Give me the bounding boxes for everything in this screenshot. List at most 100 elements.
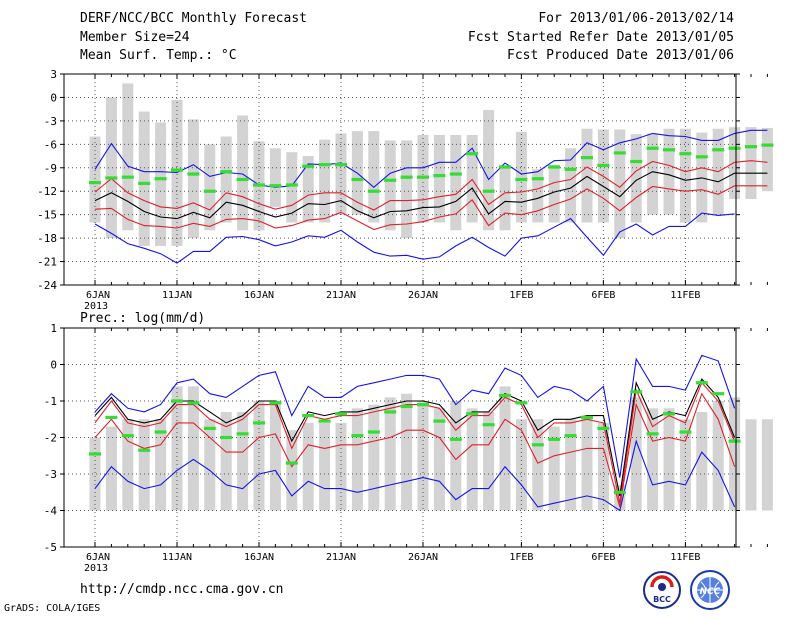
- temp-plot-frame: [63, 73, 737, 286]
- temp-observed-mark: [318, 163, 331, 167]
- prec-observed-mark: [138, 448, 151, 452]
- prec-x-year-label: 2013: [84, 563, 108, 574]
- prec-spread-bar: [532, 419, 544, 511]
- temp-y-tick-label: -6: [44, 138, 57, 151]
- temp-observed-mark: [367, 189, 380, 193]
- prec-spread-bar: [548, 426, 560, 511]
- prec-observed-mark: [597, 426, 610, 430]
- temp-observed-mark: [105, 176, 118, 180]
- prec-x-tick-label: 26JAN: [408, 552, 438, 563]
- temp-spread-bar: [565, 148, 577, 223]
- temp-observed-mark: [154, 177, 167, 181]
- prec-spread-bar: [696, 411, 708, 511]
- temp-y-tick-label: -18: [37, 232, 57, 245]
- temp-spread-bar: [761, 127, 773, 192]
- temp-observed-mark: [171, 168, 183, 172]
- prec-spread-bar: [155, 419, 167, 511]
- temp-observed-mark: [679, 152, 692, 156]
- temp-observed-mark: [613, 151, 626, 155]
- prec-observed-mark: [400, 404, 413, 409]
- temp-y-tick-label: -21: [37, 256, 57, 269]
- temp-observed-mark: [663, 148, 675, 152]
- temp-observed-mark: [433, 173, 446, 178]
- bcc-logo-text: BCC: [653, 595, 671, 604]
- temp-min-line: [94, 212, 735, 264]
- prec-spread-bar: [335, 422, 347, 511]
- prec-observed-mark: [466, 412, 479, 416]
- prec-observed-mark: [351, 434, 364, 438]
- temp-spread-bar: [499, 167, 511, 231]
- temp-observed-mark: [89, 181, 101, 185]
- prec-y-tick-label: -4: [44, 505, 58, 518]
- prec-spread-bar: [89, 437, 101, 511]
- prec-observed-mark: [203, 426, 216, 430]
- prec-observed-mark: [581, 415, 593, 420]
- temp-observed-mark: [712, 148, 725, 152]
- temp-x-tick-label: 6JAN: [86, 290, 110, 301]
- temp-x-tick-label: 1FEB: [509, 290, 533, 301]
- source-url[interactable]: http://cmdp.ncc.cma.gov.cn: [80, 582, 284, 597]
- temp-spread-bar: [401, 140, 413, 239]
- prec-spread-bar: [105, 426, 117, 511]
- temp-spread-bar: [679, 128, 691, 223]
- prec-y-tick-label: -1: [44, 395, 57, 408]
- temp-spread-bar: [450, 134, 462, 231]
- temp-observed-mark: [187, 172, 200, 176]
- temp-observed-mark: [531, 177, 544, 181]
- prec-spread-bar: [122, 419, 134, 511]
- member-size-label: Member Size=24: [80, 30, 190, 45]
- prec-observed-mark: [548, 437, 561, 441]
- temp-lower-line: [94, 185, 768, 231]
- prec-observed-mark: [515, 401, 528, 405]
- temp-y-tick-label: -12: [37, 185, 57, 198]
- ncc-logo-text: NCC: [700, 587, 721, 597]
- prec-observed-mark: [302, 414, 315, 418]
- prec-min-line: [94, 439, 736, 512]
- prec-spread-bar: [237, 411, 249, 511]
- precipitation-panel-title: Prec.: log(mm/d): [80, 311, 205, 326]
- prec-max-line: [94, 354, 736, 478]
- temp-upper-line: [94, 160, 768, 211]
- prec-observed-mark: [499, 393, 511, 398]
- temp-spread-bar: [269, 148, 281, 207]
- prec-spread-bar: [745, 419, 757, 511]
- prec-spread-bar: [614, 484, 626, 511]
- temp-spread-bar: [286, 152, 298, 223]
- temp-spread-bar: [122, 83, 134, 231]
- temp-observed-mark: [630, 159, 643, 164]
- temp-observed-mark: [302, 164, 315, 168]
- prec-y-tick-label: 1: [50, 322, 57, 335]
- temp-observed-mark: [417, 175, 429, 179]
- temp-observed-mark: [236, 177, 249, 182]
- temp-x-tick-label: 11FEB: [670, 290, 700, 301]
- prec-spread-bar: [351, 408, 363, 511]
- prec-spread-bar: [286, 430, 298, 511]
- forecast-produced-label: Fcst Produced Date 2013/01/06: [507, 48, 734, 63]
- prec-observed-mark: [679, 430, 692, 434]
- temp-spread-bar: [89, 136, 101, 223]
- prec-observed-mark: [335, 412, 347, 416]
- prec-observed-mark: [449, 437, 462, 441]
- temp-x-year-label: 2013: [84, 301, 108, 312]
- temp-mean-line: [94, 171, 768, 220]
- temp-observed-mark: [761, 143, 774, 147]
- temp-spread-bar: [204, 144, 216, 231]
- prec-spread-bar: [565, 419, 577, 511]
- temp-observed-mark: [285, 183, 298, 187]
- temp-observed-mark: [482, 189, 495, 193]
- prec-spread-bar: [220, 411, 232, 511]
- prec-spread-bar: [401, 393, 413, 511]
- prec-x-tick-label: 16JAN: [244, 552, 274, 563]
- prec-lower-line: [94, 392, 736, 508]
- bcc-logo: BCC: [643, 571, 681, 609]
- prec-observed-mark: [318, 419, 331, 423]
- temp-observed-mark: [597, 163, 610, 168]
- temp-observed-mark: [646, 146, 659, 150]
- temp-spread-bar: [483, 109, 495, 231]
- temp-observed-mark: [220, 170, 233, 174]
- temp-observed-mark: [564, 167, 577, 171]
- temp-spread-bar: [237, 115, 249, 231]
- temp-observed-mark: [138, 181, 151, 186]
- temp-spread-bar: [630, 134, 642, 223]
